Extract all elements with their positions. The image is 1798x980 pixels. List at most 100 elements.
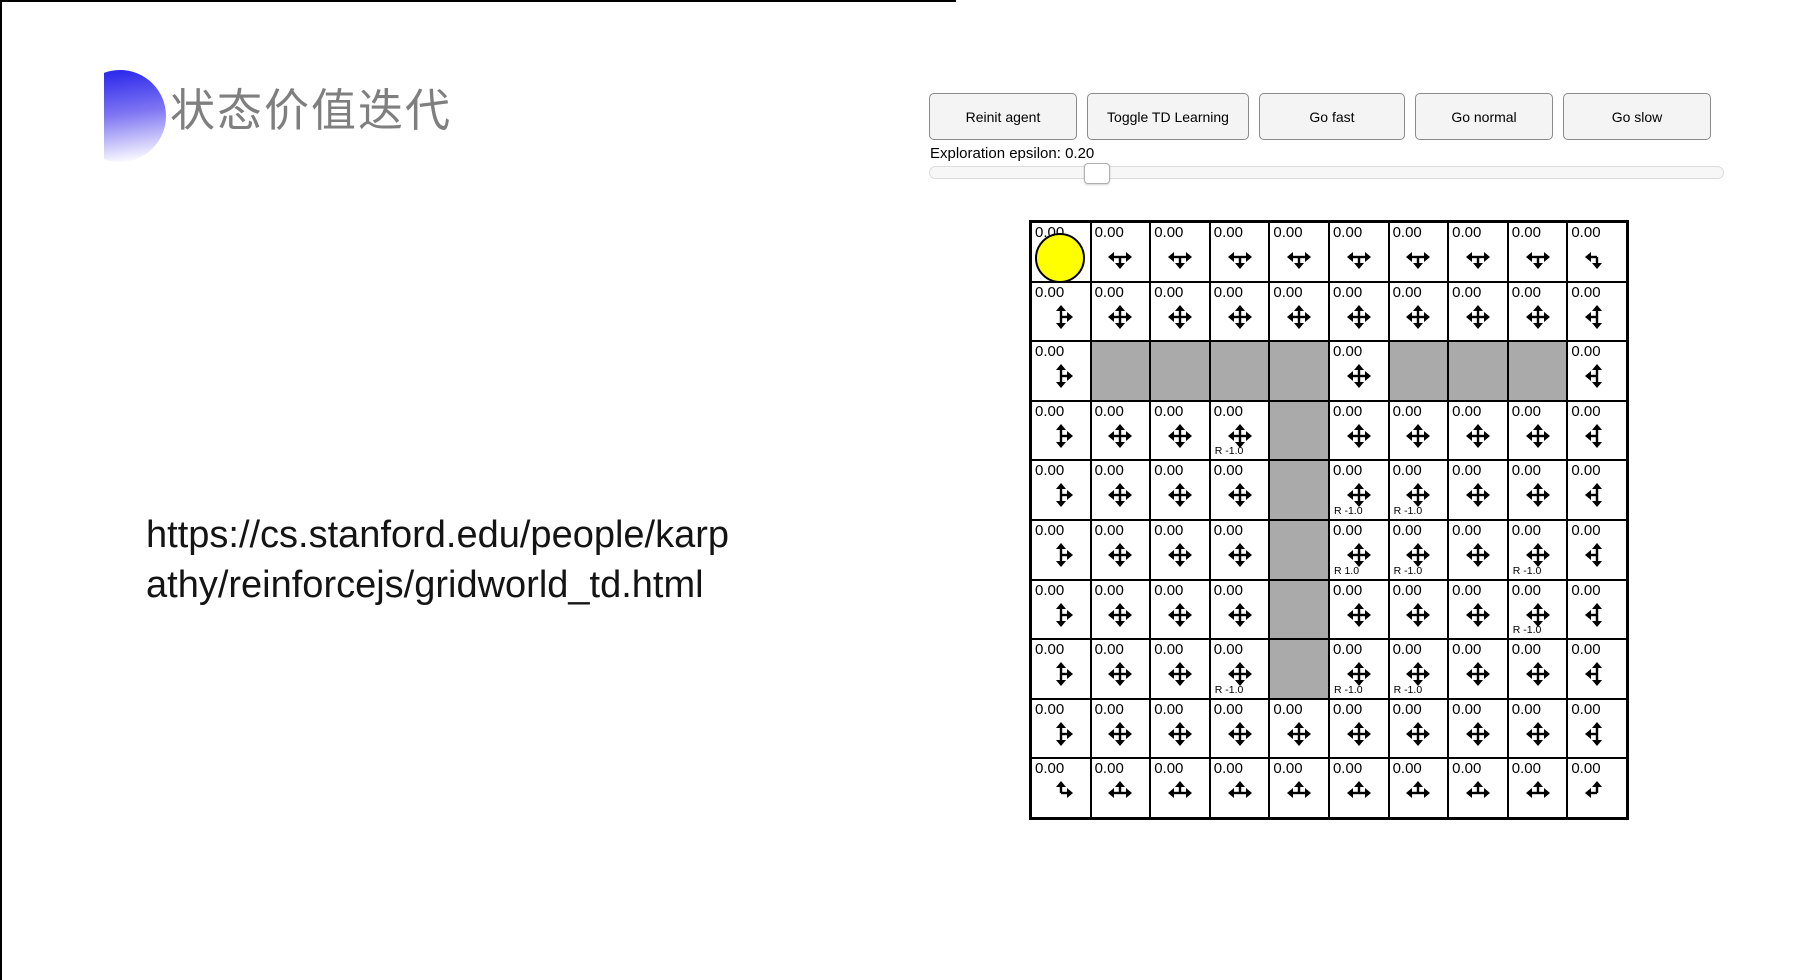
policy-arrow-udlr-icon <box>1167 483 1192 508</box>
grid-cell: 0.00 <box>1209 758 1270 818</box>
state-value: 0.00 <box>1392 224 1422 241</box>
policy-arrow-udl-icon <box>1585 483 1603 508</box>
grid-cell: 0.00 <box>1567 758 1627 818</box>
grid-cell: 0.00 <box>1388 579 1449 640</box>
policy-arrow-udlr-icon <box>1167 542 1192 567</box>
grid-wall-cell <box>1209 341 1270 401</box>
state-value: 0.00 <box>1094 700 1124 718</box>
grid-cell: 0.00 <box>1269 758 1329 818</box>
policy-arrow-udl-icon <box>1585 423 1603 448</box>
state-value: 0.00 <box>1332 283 1363 301</box>
policy-arrow-udlr-icon <box>1465 483 1490 508</box>
policy-arrow-udlr-icon <box>1465 721 1490 746</box>
policy-arrow-udlr-icon <box>1525 483 1550 508</box>
state-value: 0.00 <box>1332 581 1363 599</box>
policy-arrow-lrd-icon <box>1108 252 1133 269</box>
grid-cell: 0.00 <box>1567 698 1627 759</box>
policy-arrow-lrd-icon <box>1465 252 1490 269</box>
grid-cell: 0.00 R -1.0 <box>1388 519 1449 580</box>
policy-arrow-udr-icon <box>1055 602 1073 627</box>
go-normal-button[interactable]: Go normal <box>1415 93 1553 140</box>
go-slow-button[interactable]: Go slow <box>1563 93 1711 140</box>
grid-cell: 0.00 <box>1031 222 1091 283</box>
epsilon-slider[interactable] <box>929 163 1724 184</box>
reference-url: https://cs.stanford.edu/people/karp athy… <box>146 510 729 610</box>
state-value: 0.00 <box>1511 224 1541 241</box>
state-value: 0.00 <box>1332 700 1363 718</box>
state-value: 0.00 <box>1094 581 1124 599</box>
grid-wall-cell <box>1269 400 1329 461</box>
grid-cell: 0.00 <box>1448 519 1508 580</box>
state-value: 0.00 <box>1511 462 1541 480</box>
grid-cell: 0.00 <box>1031 639 1091 699</box>
state-value: 0.00 <box>1094 224 1124 241</box>
grid-cell: 0.00 <box>1328 400 1389 461</box>
toggle-td-learning-button[interactable]: Toggle TD Learning <box>1087 93 1249 140</box>
grid-cell: 0.00 <box>1448 639 1508 699</box>
policy-arrow-udlr-icon <box>1406 721 1431 746</box>
reinit-agent-button[interactable]: Reinit agent <box>929 93 1077 140</box>
reward-label: R -1.0 <box>1512 564 1542 577</box>
state-value: 0.00 <box>1332 343 1363 361</box>
state-value: 0.00 <box>1094 283 1124 301</box>
state-value: 0.00 <box>1273 224 1303 241</box>
grid-wall-cell <box>1269 579 1329 640</box>
state-value: 0.00 <box>1332 402 1363 420</box>
policy-arrow-udlr-icon <box>1465 602 1490 627</box>
grid-cell: 0.00 <box>1328 341 1389 401</box>
policy-arrow-udlr-icon <box>1406 304 1431 329</box>
grid-cell: 0.00 <box>1150 639 1210 699</box>
grid-cell: 0.00 <box>1090 698 1151 759</box>
state-value: 0.00 <box>1035 641 1065 659</box>
policy-arrow-udlr-icon <box>1346 423 1371 448</box>
policy-arrow-udlr-icon <box>1465 423 1490 448</box>
grid-cell: 0.00 <box>1090 579 1151 640</box>
grid-cell: 0.00 <box>1567 222 1627 282</box>
policy-arrow-ul-icon <box>1585 781 1603 799</box>
grid-cell: 0.00 <box>1567 281 1627 342</box>
go-fast-button[interactable]: Go fast <box>1259 93 1405 140</box>
grid-cell: 0.00 <box>1567 579 1627 640</box>
state-value: 0.00 <box>1452 402 1482 420</box>
reward-label: R -1.0 <box>1393 683 1423 696</box>
state-value: 0.00 <box>1154 521 1184 539</box>
grid-cell: 0.00 <box>1031 698 1091 759</box>
policy-arrow-udlr-icon <box>1108 304 1133 329</box>
state-value: 0.00 <box>1035 521 1065 539</box>
grid-cell: 0.00 <box>1507 222 1568 282</box>
state-value: 0.00 <box>1035 343 1065 361</box>
policy-arrow-udlr-icon <box>1406 602 1431 627</box>
grid-cell: 0.00 <box>1090 281 1151 342</box>
grid-cell: 0.00 <box>1031 460 1091 520</box>
state-value: 0.00 <box>1571 343 1601 361</box>
policy-arrow-udr-icon <box>1055 721 1073 746</box>
grid-cell: 0.00 <box>1209 579 1270 640</box>
state-value: 0.00 <box>1452 283 1482 301</box>
gradient-circle-shape <box>104 70 166 162</box>
grid-cell: 0.00 <box>1031 400 1091 461</box>
grid-cell: 0.00 <box>1388 758 1449 818</box>
policy-arrow-ld-icon <box>1585 252 1603 269</box>
policy-arrow-udl-icon <box>1585 364 1603 389</box>
grid-cell: 0.00 <box>1150 222 1210 282</box>
state-value: 0.00 <box>1273 283 1303 301</box>
state-value: 0.00 <box>1332 224 1363 241</box>
policy-arrow-lrd-icon <box>1167 252 1192 269</box>
policy-arrow-udlr-icon <box>1465 542 1490 567</box>
url-line-2: athy/reinforcejs/gridworld_td.html <box>146 564 704 606</box>
state-value: 0.00 <box>1035 402 1065 420</box>
grid-cell: 0.00 <box>1269 222 1329 282</box>
grid-cell: 0.00 <box>1031 758 1091 818</box>
grid-cell: 0.00 R -1.0 <box>1209 639 1270 699</box>
state-value: 0.00 <box>1035 700 1065 718</box>
state-value: 0.00 <box>1452 760 1482 778</box>
state-value: 0.00 <box>1213 521 1243 539</box>
grid-cell: 0.00 <box>1507 460 1568 520</box>
grid-cell: 0.00 <box>1269 281 1329 342</box>
gridworld: 0.00 0.00 0.00 0.00 0.00 0.00 0.00 0.00 0.00 0.00… <box>1029 220 1629 820</box>
grid-wall-cell <box>1269 519 1329 580</box>
policy-arrow-udlr-icon <box>1525 662 1550 687</box>
state-value: 0.00 <box>1154 402 1184 420</box>
epsilon-slider-handle[interactable] <box>1084 163 1110 184</box>
state-value: 0.00 <box>1511 760 1541 778</box>
